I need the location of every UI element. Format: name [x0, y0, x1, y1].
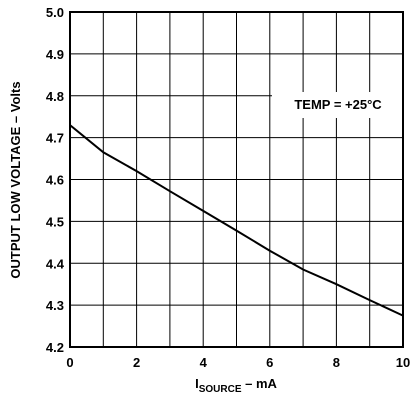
y-tick-label: 4.2	[46, 340, 64, 355]
temperature-annotation: TEMP = +25°C	[294, 97, 382, 112]
x-tick-label: 4	[200, 355, 208, 370]
x-axis-title: ISOURCE – mA	[195, 376, 277, 395]
x-tick-label: 6	[266, 355, 273, 370]
y-tick-label: 4.3	[46, 298, 64, 313]
x-tick-label: 8	[333, 355, 340, 370]
y-tick-label: 4.7	[46, 131, 64, 146]
y-tick-label: 4.9	[46, 47, 64, 62]
x-tick-label: 2	[133, 355, 140, 370]
y-tick-label: 5.0	[46, 5, 64, 20]
y-tick-labels: 4.2 4.3 4.4 4.5 4.6 4.7 4.8 4.9 5.0	[46, 5, 65, 355]
x-tick-labels: 0 2 4 6 8 10	[66, 355, 410, 370]
annotation-box: TEMP = +25°C	[272, 92, 402, 118]
x-tick-label: 10	[396, 355, 410, 370]
y-tick-label: 4.5	[46, 214, 64, 229]
y-tick-label: 4.8	[46, 89, 64, 104]
y-axis-title: OUTPUT LOW VOLTAGE – Volts	[8, 81, 23, 278]
y-tick-label: 4.6	[46, 173, 64, 188]
y-tick-label: 4.4	[46, 256, 65, 271]
x-tick-label: 0	[66, 355, 73, 370]
